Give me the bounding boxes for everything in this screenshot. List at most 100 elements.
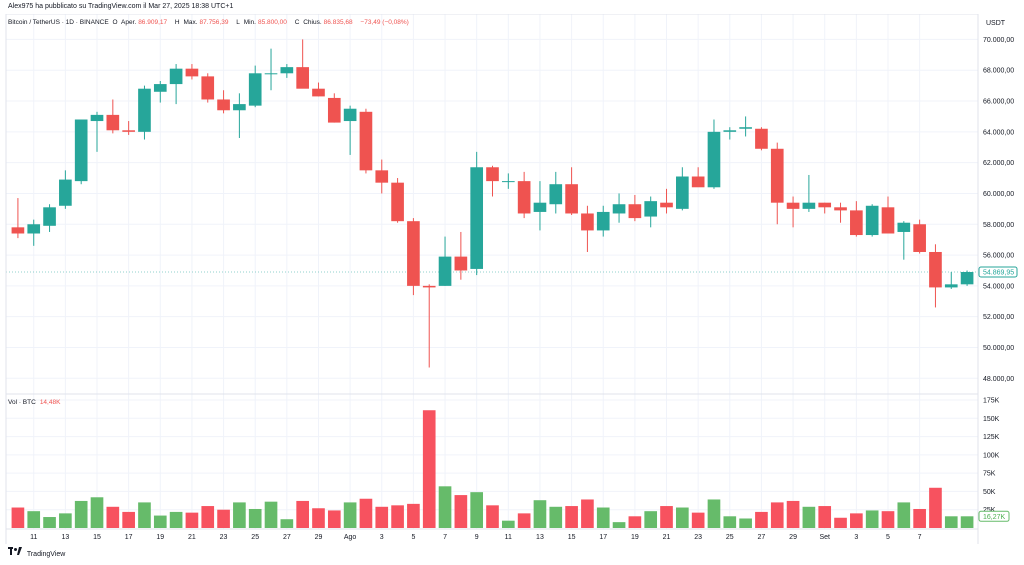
time-tick-label: 9 xyxy=(475,534,479,541)
volume-bar xyxy=(343,502,357,528)
candle-body xyxy=(596,211,610,231)
volume-bar xyxy=(770,502,784,528)
candle-body xyxy=(549,184,563,205)
current-volume-badge xyxy=(978,510,1010,522)
tradingview-logo-icon xyxy=(8,544,22,564)
volume-bar xyxy=(644,511,658,528)
candle-body xyxy=(960,272,974,285)
volume-bar xyxy=(486,505,499,528)
candle-body xyxy=(391,182,404,222)
volume-tick-label: 75K xyxy=(983,471,996,478)
volume-bar xyxy=(185,512,199,528)
price-tick-label: 52.000,00 xyxy=(983,314,1014,321)
volume-bar xyxy=(248,508,262,528)
volume-bar xyxy=(897,502,911,528)
candle-body xyxy=(217,99,230,111)
price-tick-label: 54.000,00 xyxy=(983,283,1014,290)
price-tick-label: 64.000,00 xyxy=(983,129,1014,136)
candle-body xyxy=(644,201,658,217)
chart-frame[interactable]: 48.000,00 50.000,00 52.000,00 54.000,00 56.0… xyxy=(0,13,1024,544)
l-label: L xyxy=(236,19,240,26)
attribution: Alex975 ha pubblicato su TradingView.com… xyxy=(8,3,234,10)
volume-tick-label: 150K xyxy=(983,416,1000,423)
volume-bar xyxy=(501,520,515,528)
chart-svg[interactable]: 48.000,00 50.000,00 52.000,00 54.000,00 56.0… xyxy=(0,13,1024,544)
c-label: C xyxy=(294,19,300,26)
time-tick-label: 11 xyxy=(30,534,37,541)
current-price-text: 54.869,95 xyxy=(983,270,1014,277)
candle-body xyxy=(375,170,389,183)
tradingview-brand: TradingView xyxy=(26,550,66,558)
volume-bar xyxy=(454,495,468,528)
volume-bar xyxy=(470,492,484,528)
candle-body xyxy=(850,210,863,236)
volume-bar xyxy=(217,509,230,528)
time-tick-label: 3 xyxy=(380,534,384,541)
candle-body xyxy=(296,67,309,89)
volume-bar xyxy=(739,518,752,528)
volume-bar xyxy=(106,506,120,528)
volume-bar xyxy=(312,508,325,528)
h-label: H xyxy=(174,19,180,26)
time-tick-label: 11 xyxy=(505,534,512,541)
price-tick-label: 60.000,00 xyxy=(983,191,1014,198)
volume-bar xyxy=(27,511,41,528)
time-tick-label: 21 xyxy=(663,534,671,541)
candle-body xyxy=(676,176,689,209)
candle-body xyxy=(359,111,373,171)
candle-body xyxy=(27,224,41,234)
candle-body xyxy=(865,205,879,236)
change-value: −73,49 (−0,08%) xyxy=(360,19,409,26)
time-tick-label: 29 xyxy=(315,534,323,541)
volume-bar xyxy=(359,498,373,528)
price-tick-label: 70.000,00 xyxy=(983,37,1014,44)
volume-bar xyxy=(43,517,56,528)
volume-bar xyxy=(944,516,958,528)
symbol-name[interactable]: Bitcoin / TetherUS · 1D · BINANCE xyxy=(8,19,109,26)
price-unit[interactable]: USDT xyxy=(986,20,1006,27)
time-tick-label: 7 xyxy=(918,534,922,541)
close-label: Chius. xyxy=(303,19,322,26)
candle-body xyxy=(660,202,673,208)
volume-bar xyxy=(375,506,389,528)
candle-body xyxy=(533,202,547,212)
candle-body xyxy=(11,227,25,234)
candle-body xyxy=(233,104,246,111)
candle-body xyxy=(470,167,484,269)
time-tick-label: 19 xyxy=(156,534,164,541)
volume-bar xyxy=(755,511,768,528)
price-tick-label: 50.000,00 xyxy=(983,345,1014,352)
volume-bar xyxy=(138,502,151,528)
volume-bar xyxy=(533,500,547,528)
candle-body xyxy=(248,73,262,106)
volume-bar xyxy=(960,516,974,528)
candle-body xyxy=(343,108,357,122)
candle-body xyxy=(628,204,642,219)
volume-bar xyxy=(59,513,72,528)
price-tick-label: 56.000,00 xyxy=(983,253,1014,260)
time-tick-label: 19 xyxy=(631,534,639,541)
volume-bar xyxy=(422,410,436,528)
time-tick-label: 23 xyxy=(694,534,702,541)
candle-body xyxy=(438,256,452,286)
candle-body xyxy=(517,181,531,214)
chart-background xyxy=(0,14,1024,544)
candle-body xyxy=(707,131,721,188)
candle-body xyxy=(422,285,436,288)
candle-body xyxy=(169,68,183,85)
volume-value: 14,48K xyxy=(39,399,61,406)
volume-bar xyxy=(691,512,705,528)
time-tick-label: 15 xyxy=(93,534,101,541)
volume-bars xyxy=(11,410,974,528)
price-tick-label: 48.000,00 xyxy=(983,376,1014,383)
time-tick-label: 23 xyxy=(220,534,228,541)
candle-body xyxy=(201,76,215,100)
volume-bar xyxy=(233,502,246,528)
volume-label[interactable]: Vol · BTC xyxy=(8,399,36,406)
high-label: Max. xyxy=(183,19,198,26)
time-tick-label: 29 xyxy=(789,534,797,541)
candle-body xyxy=(90,114,104,122)
volume-bar xyxy=(834,517,847,528)
volume-bar xyxy=(881,511,895,528)
price-tick-label: 68.000,00 xyxy=(983,68,1014,75)
